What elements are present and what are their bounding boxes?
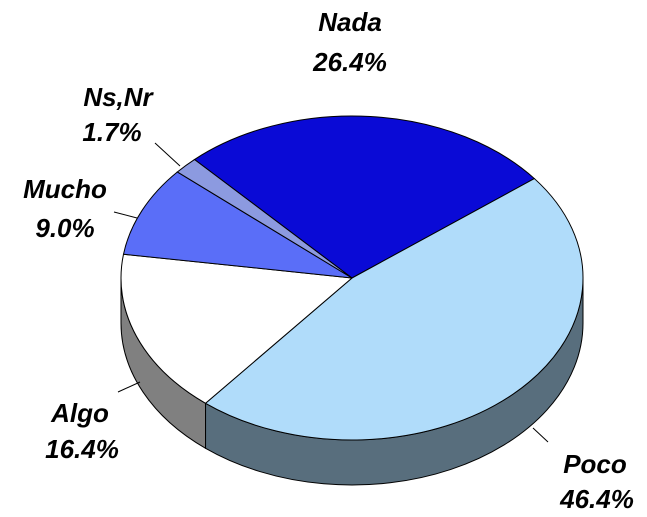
slice — [122, 171, 353, 279]
slice-label: Ns,Nr — [83, 82, 154, 112]
slice-label: Nada — [318, 7, 382, 37]
value-label: 26.4% — [312, 47, 387, 77]
leader-line — [113, 211, 138, 219]
slice-label: Poco — [563, 449, 627, 479]
slice-label: Mucho — [23, 174, 107, 204]
leader-line — [532, 427, 549, 443]
slice — [193, 115, 536, 279]
leader-line — [117, 381, 141, 393]
value-label: 16.4% — [45, 434, 119, 464]
slice — [120, 253, 354, 404]
value-label: 1.7% — [82, 117, 141, 147]
slice — [204, 177, 584, 441]
slice-label: Algo — [50, 398, 109, 428]
leader-line — [154, 142, 181, 167]
slice — [176, 158, 353, 279]
value-label: 46.4% — [559, 484, 634, 514]
value-label: 9.0% — [35, 213, 94, 243]
